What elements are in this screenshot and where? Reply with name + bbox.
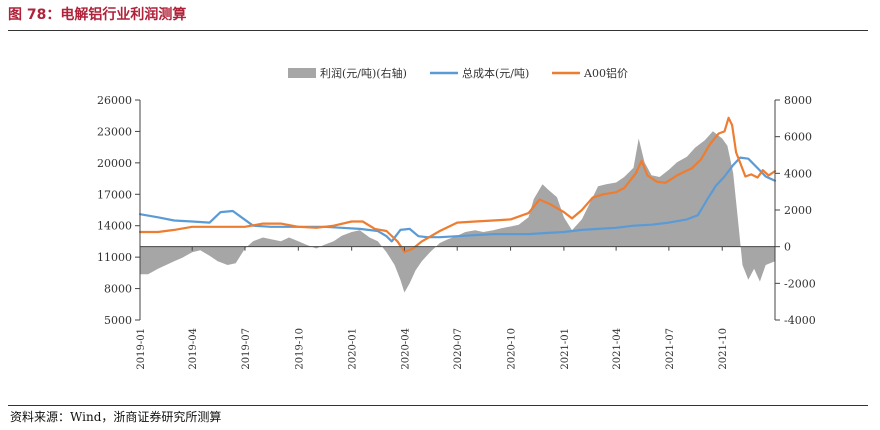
x-tick-label: 2020-01 (348, 328, 359, 370)
legend-item-profit: 利润(元/吨)(右轴) (288, 66, 407, 80)
x-tick-label: 2021-07 (665, 328, 676, 370)
a00-aluminium-price-line (138, 116, 777, 253)
x-tick-label: 2020-07 (453, 328, 464, 370)
x-tick-label: 2021-04 (612, 328, 623, 370)
right-tick-label: 0 (784, 241, 791, 254)
figure-title: 图 78：电解铝行业利润测算 (8, 7, 187, 23)
left-tick-label: 23000 (97, 125, 132, 138)
x-tick-label: 2021-01 (560, 328, 571, 370)
left-tick-label: 8000 (104, 283, 132, 296)
left-tick-label: 11000 (97, 251, 132, 264)
legend-item-a00-price: A00铝价 (552, 66, 628, 80)
left-tick-label: 26000 (97, 94, 132, 107)
line-layer (138, 116, 777, 253)
x-tick-label: 2019-01 (136, 328, 147, 370)
axis-layer: 50008000110001400017000200002300026000-4… (97, 94, 816, 370)
right-tick-label: 4000 (784, 167, 812, 180)
right-tick-label: -4000 (784, 314, 816, 327)
x-tick-label: 2019-07 (241, 328, 252, 370)
x-tick-label: 2020-10 (507, 328, 518, 370)
source-rule (8, 405, 868, 406)
total-cost-line (138, 156, 777, 243)
left-tick-label: 17000 (97, 188, 132, 201)
legend-label: 总成本(元/吨) (462, 66, 529, 80)
legend-swatch-profit (288, 68, 316, 78)
left-tick-label: 14000 (97, 220, 132, 233)
profit-area (140, 131, 775, 293)
x-tick-label: 2019-10 (294, 328, 305, 370)
right-tick-label: -2000 (784, 277, 816, 290)
chart-legend: 利润(元/吨)(右轴) 总成本(元/吨) A00铝价 (288, 66, 628, 80)
legend-label: A00铝价 (583, 66, 628, 80)
legend-label: 利润(元/吨)(右轴) (320, 66, 407, 80)
source-note: 资料来源：Wind，浙商证券研究所测算 (10, 410, 222, 424)
left-tick-label: 20000 (97, 157, 132, 170)
x-tick-label: 2020-04 (400, 328, 411, 370)
legend-item-total-cost: 总成本(元/吨) (430, 66, 529, 80)
profit-area-layer (140, 131, 775, 293)
title-underline (8, 30, 868, 31)
left-tick-label: 5000 (104, 314, 132, 327)
x-tick-label: 2019-04 (188, 328, 199, 370)
right-tick-label: 2000 (784, 204, 812, 217)
right-tick-label: 6000 (784, 131, 812, 144)
right-tick-label: 8000 (784, 94, 812, 107)
x-tick-label: 2021-10 (718, 328, 729, 370)
